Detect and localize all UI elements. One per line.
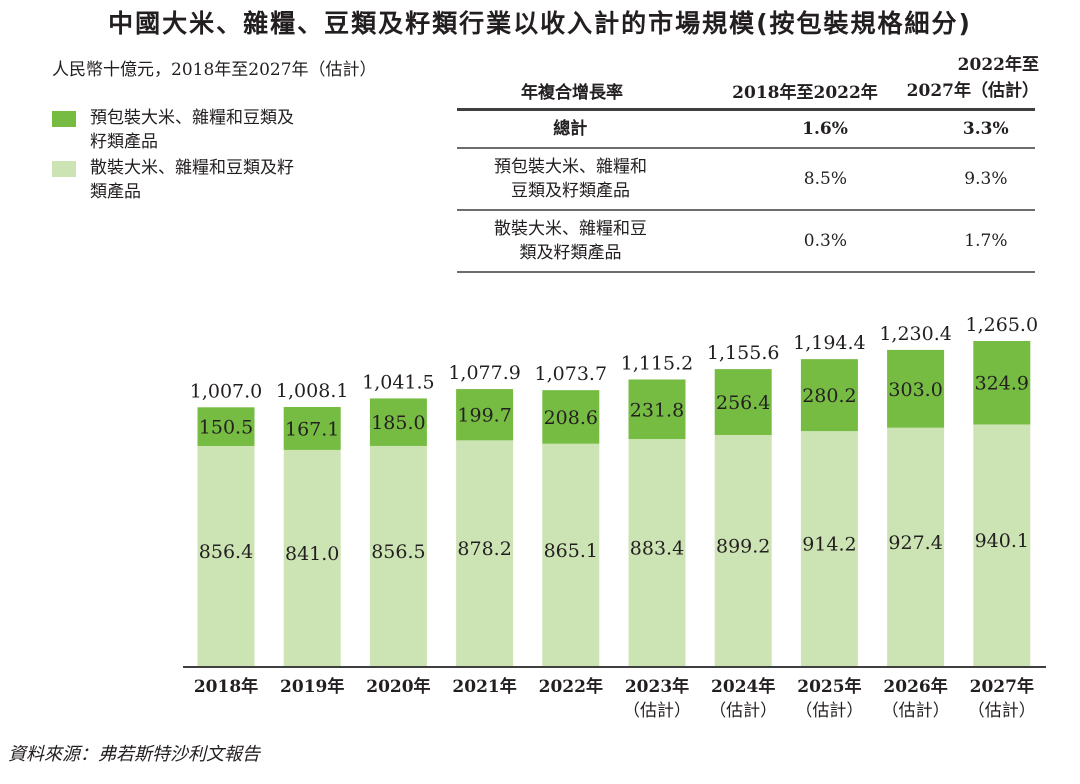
legend-item-prepackaged: 預包裝大米、雜糧和豆類及籽類產品 [52, 106, 300, 154]
cagr-row-label: 散裝大米、雜糧和豆類及籽類產品 [494, 219, 648, 263]
data-label-bulk: 856.5 [371, 541, 425, 563]
table-rule [457, 271, 1035, 273]
table-rule [457, 209, 1035, 211]
x-tick-sublabel: （估計） [882, 701, 950, 721]
bar-segment-bulk [369, 445, 427, 666]
bar-segment-prepackaged [542, 390, 600, 444]
x-tick-label: 2023年 [625, 676, 689, 697]
x-tick-label: 2025年 [797, 676, 861, 697]
x-tick-sublabel: （估計） [709, 701, 777, 721]
cagr-header-label: 年複合增長率 [521, 83, 623, 103]
x-tick-label: 2018年 [194, 676, 258, 697]
source-note: 資料來源：弗若斯特沙利文報告 [8, 744, 260, 765]
cagr-table: 年複合增長率 2018年至2022年 2022年至 2027年（估計） 總計 1… [457, 52, 1039, 273]
unit-label: 人民幣十億元，2018年至2027年（估計） [52, 60, 377, 80]
data-label-total: 1,230.4 [879, 323, 952, 345]
bar-segment-prepackaged [887, 349, 945, 428]
data-label-total: 1,115.2 [621, 352, 694, 374]
data-label-total: 1,155.6 [707, 342, 780, 364]
cagr-row-value-2022-2027: 3.3% [962, 119, 1009, 139]
cagr-row-label: 預包裝大米、雜糧和豆類及籽類產品 [494, 157, 648, 201]
data-label-total: 1,041.5 [362, 371, 435, 393]
data-label-total: 1,194.4 [793, 332, 866, 354]
bar-segment-bulk [628, 439, 686, 666]
cagr-row-value-2022-2027: 9.3% [964, 169, 1008, 189]
bar-segment-prepackaged [197, 407, 255, 446]
x-tick-sublabel: （估計） [968, 701, 1036, 721]
bar-segment-prepackaged [800, 359, 858, 432]
data-label-prepackaged: 167.1 [285, 418, 339, 440]
legend-swatch-bulk [52, 161, 76, 177]
bar-segment-prepackaged [973, 341, 1031, 425]
data-label-bulk: 914.2 [802, 534, 856, 556]
cagr-row-value-2018-2022: 8.5% [803, 169, 847, 189]
data-label-bulk: 841.0 [285, 543, 339, 565]
bar-segment-prepackaged [283, 407, 341, 450]
chart-title: 中國大米、雜糧、豆類及籽類行業以收入計的市場規模(按包裝規格細分) [108, 9, 972, 38]
data-label-bulk: 940.1 [975, 530, 1029, 552]
table-rule [457, 108, 1035, 111]
data-label-bulk: 856.4 [199, 541, 253, 563]
bar-segment-bulk [800, 431, 858, 666]
data-label-prepackaged: 199.7 [457, 405, 511, 427]
data-label-total: 1,008.1 [276, 380, 349, 402]
cagr-row-value-2018-2022: 1.6% [802, 119, 848, 139]
x-tick-label: 2027年 [970, 676, 1034, 697]
legend-swatch-prepackaged [52, 111, 76, 127]
data-label-total: 1,073.7 [535, 363, 608, 385]
cagr-row-label: 總計 [553, 119, 588, 139]
table-rule [457, 147, 1035, 149]
x-tick-label: 2021年 [452, 676, 516, 697]
legend-label-bulk: 散裝大米、雜糧和豆類及籽類產品 [90, 158, 294, 202]
data-label-total: 1,077.9 [448, 362, 521, 384]
data-label-bulk: 883.4 [630, 538, 684, 560]
data-label-prepackaged: 150.5 [199, 417, 253, 439]
bar-segment-prepackaged [628, 379, 686, 440]
cagr-row-prepackaged: 預包裝大米、雜糧和豆類及籽類產品 8.5% 9.3% [457, 149, 1035, 209]
bar-segment-prepackaged [369, 398, 427, 446]
bar-segment-prepackaged [714, 369, 772, 435]
data-label-prepackaged: 303.0 [888, 379, 942, 401]
data-label-total: 1,007.0 [190, 380, 263, 402]
data-label-bulk: 899.2 [716, 535, 770, 557]
x-tick-sublabel: （估計） [795, 701, 863, 721]
data-label-prepackaged: 208.6 [544, 407, 598, 429]
x-tick-label: 2026年 [883, 676, 947, 697]
cagr-row-value-2018-2022: 0.3% [803, 231, 847, 251]
bar-segment-bulk [542, 443, 600, 666]
data-label-prepackaged: 256.4 [716, 392, 770, 414]
cagr-header-col2-line2: 2027年（估計） [906, 81, 1039, 101]
data-label-bulk: 927.4 [888, 532, 942, 554]
x-tick-label: 2020年 [366, 676, 430, 697]
bar-segment-bulk [714, 434, 772, 666]
cagr-row-value-2022-2027: 1.7% [964, 231, 1008, 251]
cagr-header-col1: 2018年至2022年 [732, 83, 878, 103]
data-label-bulk: 878.2 [457, 538, 511, 560]
data-label-prepackaged: 185.0 [371, 412, 425, 434]
cagr-row-bulk: 散裝大米、雜糧和豆類及籽類產品 0.3% 1.7% [457, 211, 1035, 271]
data-label-prepackaged: 280.2 [802, 385, 856, 407]
bar-segment-bulk [283, 449, 341, 666]
bar-segment-bulk [197, 445, 255, 666]
data-label-total: 1,265.0 [966, 314, 1039, 336]
bar-segment-bulk [973, 424, 1031, 666]
data-label-prepackaged: 324.9 [975, 373, 1029, 395]
data-label-bulk: 865.1 [544, 540, 598, 562]
cagr-header-col2: 2022年至 2027年（估計） [889, 52, 1039, 104]
cagr-row-total: 總計 1.6% 3.3% [457, 111, 1035, 147]
legend-item-bulk: 散裝大米、雜糧和豆類及籽類產品 [52, 156, 300, 204]
bar-segment-prepackaged [456, 389, 514, 441]
cagr-table-header: 年複合增長率 2018年至2022年 2022年至 2027年（估計） [457, 52, 1039, 108]
bar-segment-bulk [887, 427, 945, 666]
x-tick-label: 2022年 [539, 676, 603, 697]
bar-segment-bulk [456, 440, 514, 666]
legend-label-prepackaged: 預包裝大米、雜糧和豆類及籽類產品 [90, 108, 294, 152]
cagr-header-col2-line1: 2022年至 [957, 55, 1039, 75]
x-tick-sublabel: （估計） [623, 701, 691, 721]
data-label-prepackaged: 231.8 [630, 399, 684, 421]
legend: 預包裝大米、雜糧和豆類及籽類產品 散裝大米、雜糧和豆類及籽類產品 [52, 106, 300, 206]
x-tick-label: 2019年 [280, 676, 344, 697]
x-tick-label: 2024年 [711, 676, 775, 697]
